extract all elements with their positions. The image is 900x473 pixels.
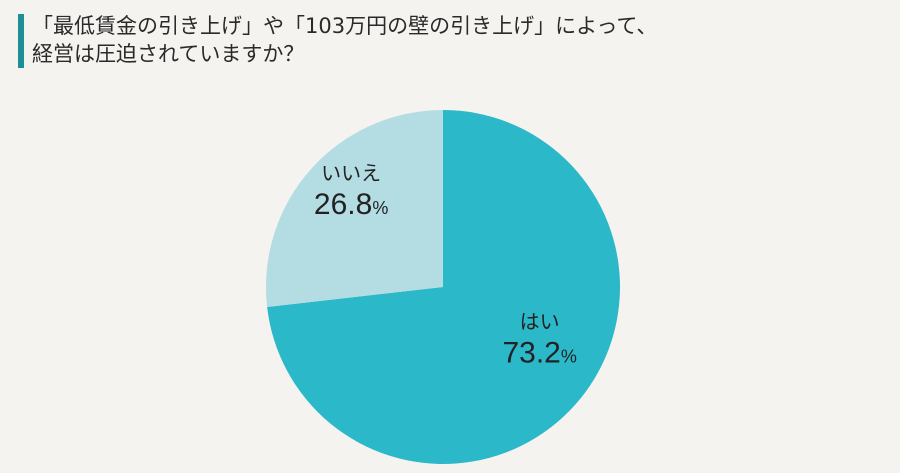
slice-value-1: 73.2% bbox=[502, 336, 576, 369]
slice-label-2: いいえ bbox=[321, 161, 381, 185]
title-line-1: 「最低賃金の引き上げ」や「103万円の壁の引き上げ」によって、 bbox=[32, 14, 658, 38]
pie-slice-2 bbox=[266, 110, 443, 307]
title-accent-bar bbox=[18, 14, 24, 68]
chart-title: 「最低賃金の引き上げ」や「103万円の壁の引き上げ」によって、 経営は圧迫されて… bbox=[18, 12, 878, 72]
slice-label-1: はい bbox=[520, 309, 560, 333]
slice-value-2: 26.8% bbox=[314, 188, 388, 221]
pie-slice-1 bbox=[267, 110, 620, 464]
pie-slices bbox=[266, 110, 620, 464]
title-text: 「最低賃金の引き上げ」や「103万円の壁の引き上げ」によって、 経営は圧迫されて… bbox=[32, 12, 657, 68]
pie-labels: はい 73.2% いいえ 26.8% bbox=[314, 161, 577, 369]
title-line-2: 経営は圧迫されていますか？ bbox=[32, 42, 305, 66]
